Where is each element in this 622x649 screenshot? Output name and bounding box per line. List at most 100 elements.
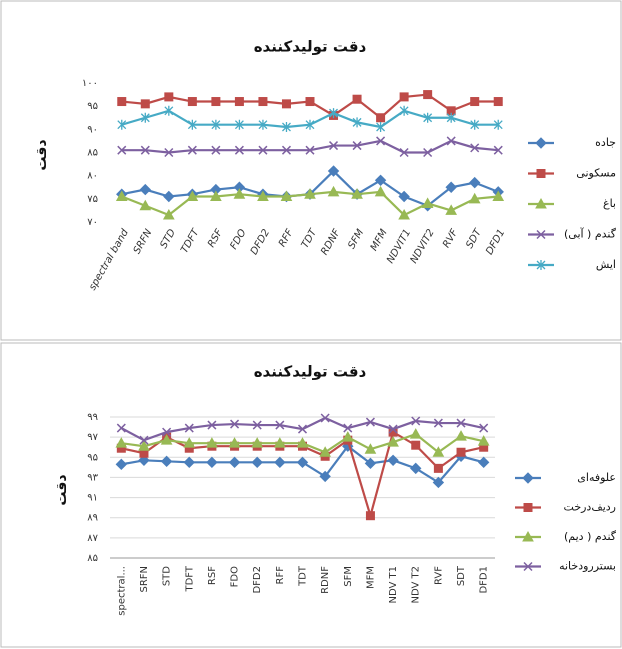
marker [493, 97, 503, 107]
legend-marker [522, 472, 534, 484]
marker [446, 112, 456, 123]
marker [468, 192, 481, 204]
marker [411, 440, 421, 450]
x-tick-label: NDV T2 [411, 566, 422, 604]
marker [409, 428, 422, 439]
marker [399, 105, 409, 116]
marker [162, 427, 172, 437]
legend-label: ایش [596, 258, 616, 271]
marker [281, 145, 292, 155]
marker [456, 418, 466, 428]
legend-marker [536, 169, 546, 178]
marker [304, 188, 316, 199]
marker [116, 423, 126, 433]
x-tick-label: STD [162, 566, 173, 586]
y-tick-label: ۹۷ [87, 432, 98, 443]
marker [233, 188, 246, 199]
legend-marker [535, 137, 547, 149]
marker [162, 209, 175, 220]
marker [364, 457, 377, 470]
x-tick-label: SDT [464, 227, 484, 251]
marker [479, 423, 489, 433]
marker [376, 136, 386, 146]
marker [228, 456, 241, 469]
x-tick-label: RSF [207, 566, 218, 585]
y-tick-label: ۹۵ [87, 452, 98, 463]
marker [446, 136, 456, 146]
marker [351, 188, 363, 199]
marker [251, 456, 263, 469]
marker [234, 97, 244, 107]
marker [187, 97, 197, 107]
marker [493, 119, 503, 130]
x-tick-label: spectral band [87, 227, 131, 292]
marker [211, 145, 221, 155]
x-tick-label: NDV T1 [388, 566, 399, 604]
x-tick-label: SFM [346, 227, 366, 251]
marker [206, 456, 218, 469]
legend-label: گندم ( آبی) [564, 227, 617, 241]
marker [258, 145, 268, 155]
marker [445, 181, 457, 193]
marker [187, 119, 197, 130]
marker [364, 443, 377, 454]
marker [305, 97, 315, 107]
marker [139, 435, 149, 445]
marker [228, 437, 241, 448]
x-tick-label: STD [158, 227, 178, 250]
marker [455, 430, 467, 441]
marker [399, 92, 409, 102]
legend-marker [523, 561, 533, 572]
x-tick-label: DFD2 [249, 228, 272, 257]
marker [274, 456, 286, 469]
marker [282, 122, 291, 133]
chart-title: دقت تولیدکننده [254, 363, 367, 381]
marker [398, 190, 410, 203]
y-axis-label: دقت [34, 139, 50, 170]
x-tick-label: DFD1 [479, 566, 490, 594]
marker [184, 423, 194, 433]
legend-label: بستررودخانه [559, 560, 616, 573]
marker [164, 105, 174, 116]
marker [320, 413, 330, 423]
marker [445, 204, 458, 215]
marker [163, 190, 175, 203]
marker [365, 417, 375, 427]
panel [0, 342, 622, 648]
marker [297, 424, 308, 434]
marker [398, 209, 410, 220]
x-tick-label: RSF [206, 227, 225, 249]
marker [423, 147, 433, 158]
marker [139, 183, 152, 196]
marker [470, 97, 480, 107]
marker [327, 165, 340, 177]
marker [257, 190, 269, 202]
marker [328, 141, 339, 151]
marker [341, 431, 354, 442]
marker [280, 190, 293, 202]
marker [423, 90, 433, 100]
x-tick-label: DFD1 [484, 228, 507, 257]
legend-label: علوفه‌ای [577, 471, 616, 484]
legend-label: مسکونی [576, 167, 616, 180]
x-tick-label: MFM [369, 227, 390, 253]
legend-label: باغ [603, 197, 616, 210]
marker [352, 141, 362, 151]
marker [211, 97, 221, 107]
y-tick-label: ۸۹ [87, 513, 98, 524]
marker [399, 147, 409, 158]
x-tick-label: RVF [441, 227, 460, 250]
marker [274, 437, 286, 448]
marker [187, 145, 197, 155]
chart-title: دقت تولیدکننده [254, 38, 367, 56]
x-tick-label: DFD2 [252, 566, 263, 594]
legend-marker [536, 229, 546, 240]
y-tick-label: ۹۳ [87, 472, 98, 483]
marker [234, 119, 244, 130]
y-tick-label: ۷۰ [87, 217, 98, 228]
marker [388, 424, 398, 434]
x-tick-label: MFM [365, 566, 376, 589]
legend-marker [523, 503, 533, 512]
marker [207, 420, 217, 430]
